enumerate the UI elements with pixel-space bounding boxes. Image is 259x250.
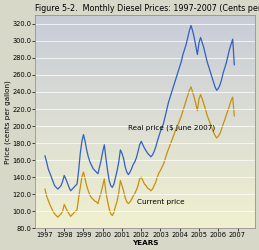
X-axis label: YEARS: YEARS <box>132 240 158 246</box>
Text: Real price ($ June 2007): Real price ($ June 2007) <box>128 124 215 131</box>
Text: Figure 5-2.  Monthly Diesel Prices: 1997-2007 (Cents per Gallon): Figure 5-2. Monthly Diesel Prices: 1997-… <box>35 4 259 13</box>
Text: Current price: Current price <box>137 200 185 205</box>
Y-axis label: Price (cents per gallon): Price (cents per gallon) <box>4 80 11 164</box>
